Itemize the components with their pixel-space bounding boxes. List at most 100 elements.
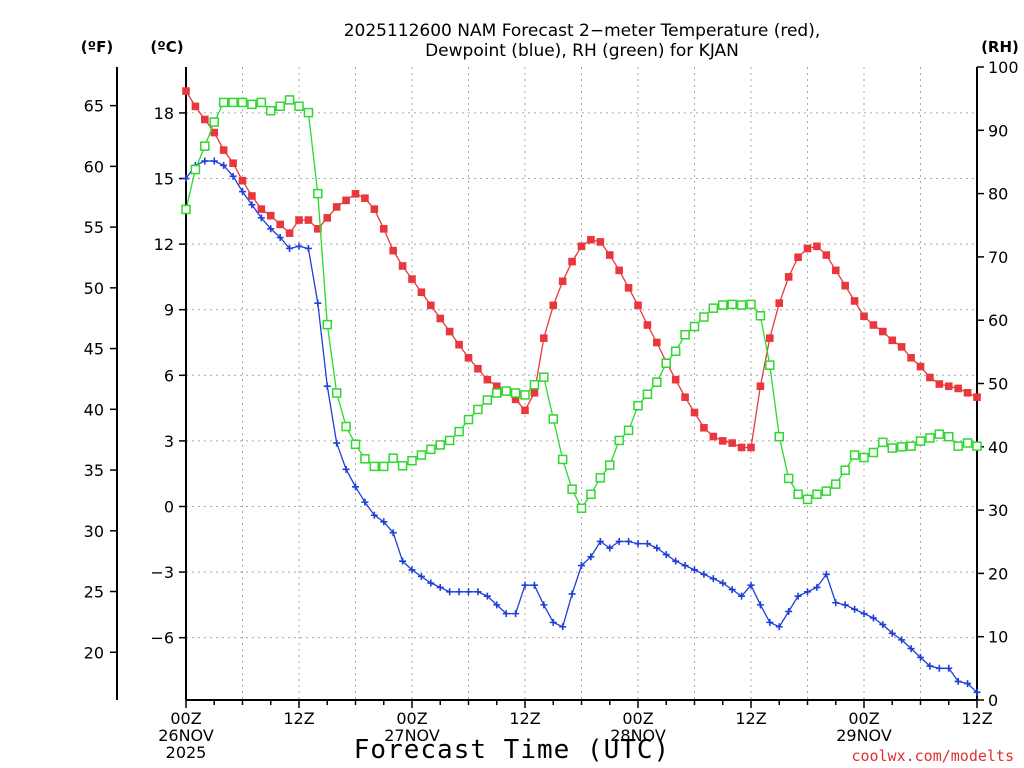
dewpoint-point bbox=[483, 592, 491, 600]
rh-point bbox=[859, 452, 869, 463]
y-tick-label-celsius: 3 bbox=[164, 432, 174, 451]
dewpoint-point bbox=[587, 553, 595, 561]
temperature-point bbox=[530, 388, 539, 397]
y-tick-label-fahrenheit: 55 bbox=[84, 218, 104, 237]
rh-point bbox=[416, 450, 427, 460]
temperature-point bbox=[587, 235, 595, 244]
rh-point bbox=[896, 442, 907, 452]
dewpoint-point bbox=[286, 244, 294, 252]
rh-point bbox=[774, 431, 784, 442]
dewpoint-point bbox=[323, 382, 331, 390]
dewpoint-point bbox=[973, 688, 981, 696]
dewpoint-point bbox=[568, 590, 576, 598]
temperature-point bbox=[860, 312, 868, 321]
temperature-point bbox=[756, 382, 765, 391]
rh-point bbox=[736, 300, 747, 310]
dewpoint-point bbox=[427, 579, 435, 587]
rh-point bbox=[379, 461, 389, 472]
temperature-point bbox=[474, 364, 482, 373]
temperature-point bbox=[803, 244, 812, 253]
temperature-point bbox=[963, 388, 972, 397]
rh-point bbox=[435, 440, 445, 450]
temperature-point bbox=[709, 432, 718, 441]
y-tick-label-rh: 80 bbox=[988, 185, 1008, 204]
rh-point bbox=[944, 431, 954, 442]
dewpoint-point bbox=[700, 570, 708, 578]
dewpoint-point bbox=[794, 592, 802, 600]
y-tick-label-rh: 30 bbox=[988, 501, 1008, 520]
y-tick-label-celsius: −3 bbox=[150, 563, 174, 582]
rh-point bbox=[369, 461, 380, 472]
rh-point bbox=[218, 97, 229, 108]
temperature-point bbox=[361, 194, 369, 202]
rh-point bbox=[228, 97, 238, 108]
chart-title-line2: Dewpoint (blue), RH (green) for KJAN bbox=[425, 41, 739, 61]
x-axis-label: Forecast Time (UTC) bbox=[354, 735, 670, 765]
y-tick-label-rh: 70 bbox=[988, 248, 1008, 267]
credit-text: coolwx.com/modelts bbox=[851, 747, 1014, 765]
rh-point bbox=[642, 389, 653, 400]
rh-point bbox=[294, 101, 304, 111]
rh-point bbox=[765, 360, 775, 370]
temperature-point bbox=[351, 190, 360, 198]
rh-point bbox=[501, 386, 511, 396]
rh-point bbox=[802, 494, 813, 505]
rh-point bbox=[360, 454, 370, 464]
dewpoint-point bbox=[860, 610, 868, 618]
temperature-point bbox=[549, 301, 558, 310]
temperature-point bbox=[521, 406, 529, 415]
temperature-point bbox=[210, 128, 219, 137]
x-tick-label: 2025 bbox=[166, 743, 207, 762]
temperature-point bbox=[229, 159, 237, 168]
y-tick-label-rh: 40 bbox=[988, 438, 1008, 457]
rh-point bbox=[689, 321, 700, 332]
tick-labels: −6−3036912151820253035404550556065010203… bbox=[84, 58, 1019, 762]
rh-point bbox=[256, 97, 267, 108]
dewpoint-point bbox=[389, 529, 397, 537]
temperature-point bbox=[634, 301, 642, 310]
temperature-point bbox=[417, 288, 426, 297]
dewpoint-point bbox=[832, 599, 840, 607]
dewpoint-point bbox=[672, 557, 680, 565]
temperature-point bbox=[954, 384, 962, 393]
rh-point bbox=[718, 300, 728, 310]
rh-point bbox=[181, 204, 191, 215]
rh-point bbox=[934, 429, 945, 439]
dewpoint-point bbox=[239, 188, 246, 196]
rh-point bbox=[510, 388, 521, 398]
temperature-point bbox=[238, 176, 247, 185]
temperature-point bbox=[436, 314, 445, 323]
dewpoint-point bbox=[370, 511, 378, 519]
series-temperature bbox=[182, 87, 981, 452]
y-tick-label-fahrenheit: 45 bbox=[84, 340, 104, 359]
temperature-point bbox=[201, 115, 209, 124]
dewpoint-point bbox=[879, 621, 887, 629]
rh-point bbox=[407, 455, 417, 466]
dewpoint-point bbox=[549, 618, 557, 626]
rh-point bbox=[915, 436, 926, 446]
rh-point bbox=[463, 414, 474, 425]
rh-point bbox=[237, 97, 248, 108]
dewpoint-point bbox=[625, 537, 633, 545]
y-tick-label-fahrenheit: 50 bbox=[84, 279, 104, 298]
temperature-point bbox=[558, 277, 567, 286]
rh-point bbox=[557, 454, 568, 465]
temperature-point bbox=[897, 343, 906, 351]
temperature-point bbox=[841, 281, 849, 290]
rh-point bbox=[586, 489, 596, 500]
x-tick-label: 12Z bbox=[961, 709, 992, 728]
x-tick-label: 26NOV bbox=[158, 726, 214, 745]
dewpoint-point bbox=[841, 601, 849, 609]
temperature-point bbox=[850, 297, 859, 305]
dewpoint-point bbox=[333, 439, 341, 447]
dewpoint-point bbox=[964, 680, 972, 688]
dewpoint-point bbox=[436, 583, 444, 591]
temperature-point bbox=[907, 354, 915, 362]
dewpoint-point bbox=[229, 172, 237, 180]
rh-point bbox=[605, 460, 615, 470]
dewpoint-point bbox=[719, 579, 727, 587]
dewpoint-point bbox=[917, 653, 924, 661]
series-rh bbox=[181, 95, 982, 513]
temperature-point bbox=[944, 382, 953, 391]
temperature-point bbox=[794, 253, 802, 262]
